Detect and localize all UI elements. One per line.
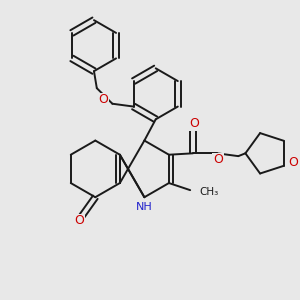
Text: O: O <box>189 117 199 130</box>
Text: NH: NH <box>136 202 153 212</box>
Text: CH₃: CH₃ <box>200 187 219 197</box>
Text: O: O <box>213 153 223 167</box>
Text: O: O <box>289 155 298 169</box>
Text: O: O <box>99 94 109 106</box>
Text: O: O <box>74 214 84 227</box>
